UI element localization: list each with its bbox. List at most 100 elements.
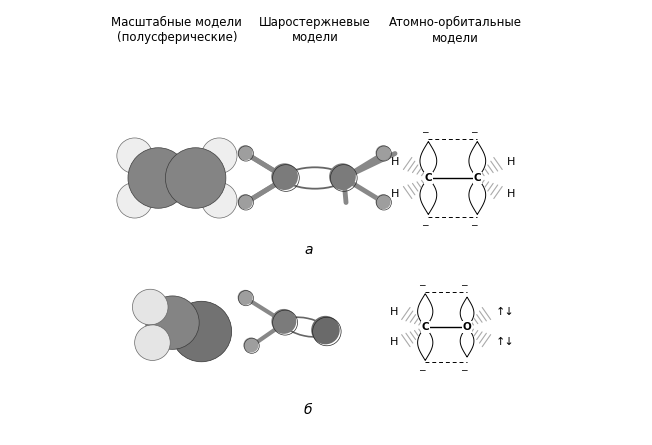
Circle shape xyxy=(383,202,385,203)
Circle shape xyxy=(128,148,188,208)
Circle shape xyxy=(276,314,292,330)
Circle shape xyxy=(185,167,204,186)
Circle shape xyxy=(378,197,388,206)
Circle shape xyxy=(325,330,329,333)
Polygon shape xyxy=(418,294,433,327)
Circle shape xyxy=(158,308,184,334)
Circle shape xyxy=(241,149,250,157)
Text: H: H xyxy=(391,157,399,167)
Circle shape xyxy=(338,172,348,182)
Circle shape xyxy=(160,310,183,333)
Circle shape xyxy=(141,298,157,314)
Circle shape xyxy=(153,303,188,339)
Text: б: б xyxy=(304,403,312,417)
Circle shape xyxy=(163,313,180,330)
Circle shape xyxy=(239,291,252,303)
Text: C: C xyxy=(424,173,432,183)
Circle shape xyxy=(161,311,181,332)
Circle shape xyxy=(136,293,162,319)
Circle shape xyxy=(172,154,216,198)
Circle shape xyxy=(342,177,345,179)
Circle shape xyxy=(317,321,334,340)
Circle shape xyxy=(243,337,258,352)
Circle shape xyxy=(177,307,224,353)
Circle shape xyxy=(241,198,250,206)
Circle shape xyxy=(181,163,207,190)
Circle shape xyxy=(119,140,149,170)
Circle shape xyxy=(123,144,144,166)
Circle shape xyxy=(381,151,386,155)
Circle shape xyxy=(319,324,333,337)
Circle shape xyxy=(177,160,211,193)
Polygon shape xyxy=(460,327,474,357)
Circle shape xyxy=(280,172,290,182)
Circle shape xyxy=(376,145,391,160)
Circle shape xyxy=(238,195,252,209)
Circle shape xyxy=(376,146,390,160)
Circle shape xyxy=(240,196,251,207)
Circle shape xyxy=(240,292,251,303)
Circle shape xyxy=(140,296,159,316)
Circle shape xyxy=(205,186,232,213)
Circle shape xyxy=(140,160,173,193)
Circle shape xyxy=(144,301,155,312)
Text: H: H xyxy=(507,189,515,199)
Circle shape xyxy=(278,170,292,184)
Ellipse shape xyxy=(284,317,328,337)
Circle shape xyxy=(132,153,138,158)
Circle shape xyxy=(132,198,138,203)
Text: Масштабные модели
(полусферические): Масштабные модели (полусферические) xyxy=(111,16,243,44)
Circle shape xyxy=(376,195,390,209)
Circle shape xyxy=(171,153,218,200)
Circle shape xyxy=(242,150,249,157)
Circle shape xyxy=(173,304,228,357)
Circle shape xyxy=(245,153,246,154)
Circle shape xyxy=(120,186,147,213)
Circle shape xyxy=(336,170,350,184)
Text: −: − xyxy=(419,365,426,374)
Circle shape xyxy=(241,197,250,206)
Circle shape xyxy=(141,331,162,352)
Circle shape xyxy=(244,201,247,204)
Circle shape xyxy=(179,162,209,191)
Circle shape xyxy=(239,195,252,208)
Text: Шаростержневые
модели: Шаростержневые модели xyxy=(259,16,371,44)
Circle shape xyxy=(202,139,236,172)
Circle shape xyxy=(283,175,288,180)
Circle shape xyxy=(201,138,237,174)
Circle shape xyxy=(146,303,154,311)
Circle shape xyxy=(245,202,246,203)
Circle shape xyxy=(241,293,250,302)
Circle shape xyxy=(241,148,250,158)
Circle shape xyxy=(197,327,206,336)
Circle shape xyxy=(186,169,203,185)
Circle shape xyxy=(211,147,226,162)
Text: −: − xyxy=(421,127,428,136)
Circle shape xyxy=(119,139,150,171)
Circle shape xyxy=(183,165,205,188)
Text: −: − xyxy=(421,220,428,229)
Circle shape xyxy=(188,319,211,341)
Circle shape xyxy=(237,290,253,305)
Circle shape xyxy=(138,158,175,194)
Circle shape xyxy=(205,142,231,167)
Circle shape xyxy=(137,327,166,357)
Circle shape xyxy=(246,340,256,350)
Circle shape xyxy=(130,150,185,204)
Circle shape xyxy=(311,316,340,344)
Circle shape xyxy=(203,140,233,170)
Circle shape xyxy=(138,328,166,356)
Text: −: − xyxy=(460,280,467,289)
Circle shape xyxy=(135,325,170,360)
Circle shape xyxy=(178,308,222,352)
Circle shape xyxy=(377,146,389,159)
Circle shape xyxy=(315,320,336,340)
Circle shape xyxy=(215,152,222,159)
Circle shape xyxy=(148,298,196,345)
Circle shape xyxy=(147,337,156,347)
Polygon shape xyxy=(469,178,486,214)
Circle shape xyxy=(141,332,161,351)
Circle shape xyxy=(121,142,147,167)
Circle shape xyxy=(237,145,253,160)
Circle shape xyxy=(314,319,337,342)
